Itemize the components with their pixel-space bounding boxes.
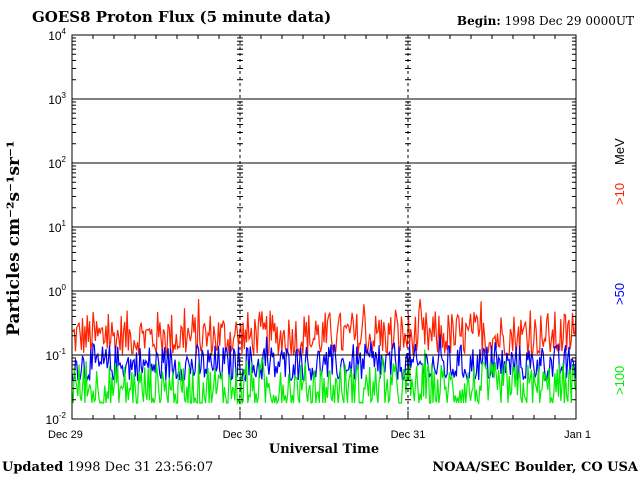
x-tick-label: Dec 31: [391, 429, 426, 441]
y-tick-label: 100: [48, 283, 66, 299]
y-tick-label: 10-2: [46, 411, 67, 427]
legend-item: >50: [612, 283, 627, 305]
begin-value: 1998 Dec 29 0000UT: [504, 14, 634, 28]
updated-value: 1998 Dec 31 23:56:07: [67, 460, 214, 475]
y-tick-label: 102: [48, 155, 66, 171]
credit-text: NOAA/SEC Boulder, CO USA: [432, 460, 638, 475]
series-line-gt100: [71, 349, 577, 406]
legend-item: >100: [612, 366, 627, 395]
y-tick-label: 103: [48, 91, 66, 107]
begin-timestamp: Begin: 1998 Dec 29 0000UT: [457, 14, 634, 28]
begin-label: Begin:: [456, 14, 501, 28]
chart-title: GOES8 Proton Flux (5 minute data): [32, 8, 332, 26]
tick-layer: [71, 34, 577, 420]
legend-unit: MeV: [612, 138, 627, 165]
legend-layer: >10 >50 >100 MeV: [612, 138, 627, 395]
y-tick-label: 101: [48, 219, 66, 235]
x-tick-label: Dec 29: [48, 429, 83, 441]
grid-layer: [72, 35, 576, 419]
label-layer: 10-2 10-1 100 101 102 103 104 Dec 29 Dec 30 Dec 3…: [46, 27, 591, 441]
updated-label: Updated: [2, 460, 64, 475]
updated-timestamp: Updated 1998 Dec 31 23:56:07: [2, 460, 213, 475]
x-tick-label: Jan 1: [564, 429, 591, 441]
series-line-gt10: [71, 299, 577, 357]
series-layer: [71, 299, 577, 406]
x-tick-label: Dec 30: [223, 429, 258, 441]
x-axis-label: Universal Time: [269, 442, 379, 457]
legend-item: >10: [612, 183, 627, 205]
y-tick-label: 104: [48, 27, 66, 43]
y-tick-label: 10-1: [46, 347, 67, 363]
